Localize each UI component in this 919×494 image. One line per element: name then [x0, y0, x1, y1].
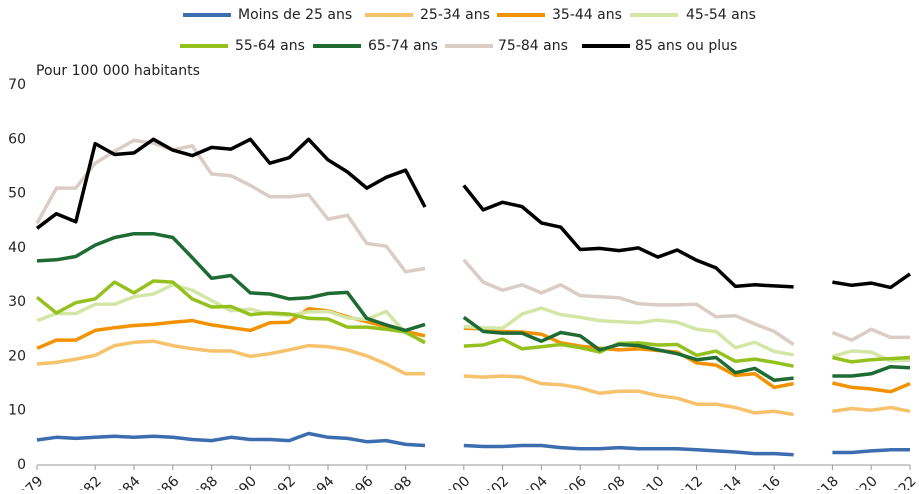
y-tick-label: 40 — [8, 240, 26, 256]
series-line — [35, 279, 911, 368]
y-tick-label: 10 — [8, 403, 26, 419]
x-tick-label: 2008 — [592, 473, 629, 490]
x-tick-label: 1994 — [301, 473, 338, 490]
series-line — [36, 339, 911, 417]
x-tick-label: 1984 — [107, 473, 144, 490]
legend-label: 25-34 ans — [420, 7, 490, 23]
legend-label: Moins de 25 ans — [238, 7, 352, 23]
legend-label: 65-74 ans — [368, 38, 438, 54]
x-tick-label: 1990 — [224, 473, 261, 490]
series-line — [35, 138, 910, 346]
x-tick-label: 2004 — [515, 473, 552, 490]
series-line — [35, 137, 912, 290]
series-line — [36, 283, 911, 363]
y-tick-label: 20 — [8, 348, 26, 364]
y-tick-label: 50 — [8, 186, 26, 202]
y-axis-label: Pour 100 000 habitants — [36, 63, 200, 79]
x-tick-label: 2006 — [553, 473, 590, 490]
y-tick-label: 30 — [8, 294, 26, 310]
legend-label: 35-44 ans — [552, 7, 622, 23]
x-tick-label: 2018 — [806, 473, 843, 490]
legend-label: 85 ans ou plus — [635, 38, 737, 54]
x-tick-label: 2012 — [670, 473, 707, 490]
legend-label: 45-54 ans — [686, 7, 756, 23]
x-tick-label: 2002 — [476, 473, 513, 490]
x-tick-label: 2020 — [844, 473, 881, 490]
y-tick-label: 70 — [8, 77, 26, 93]
x-tick-label: 1988 — [185, 473, 222, 490]
x-tick-label: 1979 — [10, 473, 47, 490]
x-tick-label: 1992 — [262, 473, 299, 490]
x-tick-label: 2010 — [631, 473, 668, 490]
x-tick-label: 1998 — [379, 473, 416, 490]
x-tick-label: 1982 — [68, 473, 105, 490]
y-tick-label: 0 — [17, 457, 26, 473]
series-line — [36, 431, 910, 457]
x-tick-label: 2014 — [709, 473, 746, 490]
series-line — [36, 231, 911, 383]
y-tick-label: 60 — [8, 131, 26, 147]
legend-label: 75-84 ans — [498, 38, 568, 54]
x-tick-label: 1996 — [340, 473, 377, 490]
legend-label: 55-64 ans — [235, 38, 305, 54]
x-tick-label: 2022 — [883, 473, 919, 490]
x-tick-label: 1986 — [146, 473, 183, 490]
x-tick-label: 2000 — [437, 473, 474, 490]
x-tick-label: 2016 — [747, 473, 784, 490]
